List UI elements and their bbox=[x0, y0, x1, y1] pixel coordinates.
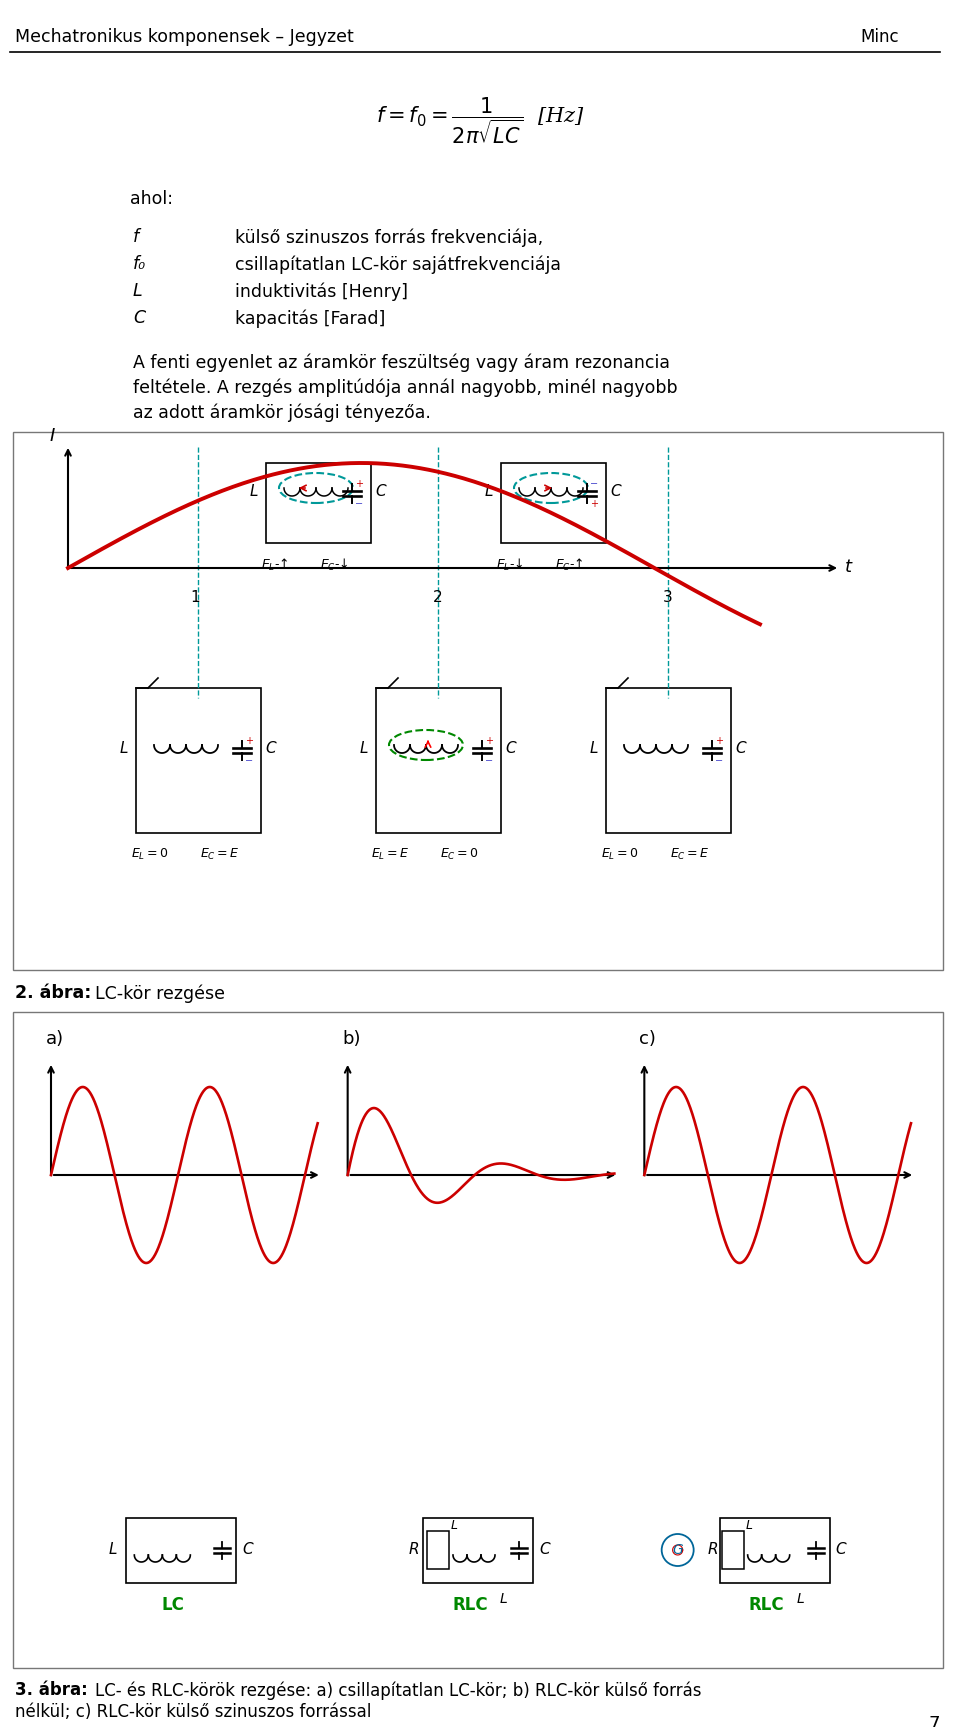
Text: L: L bbox=[120, 741, 129, 755]
Text: kapacitás [Farad]: kapacitás [Farad] bbox=[235, 309, 385, 328]
Text: Minc: Minc bbox=[860, 28, 899, 47]
Bar bbox=[427, 1532, 449, 1570]
Text: $E_L$-↓: $E_L$-↓ bbox=[496, 558, 523, 573]
Text: C: C bbox=[265, 741, 276, 755]
Text: R: R bbox=[708, 1542, 718, 1558]
Text: $E_C$-↓: $E_C$-↓ bbox=[320, 558, 348, 573]
Bar bbox=[376, 687, 501, 832]
Text: L: L bbox=[451, 1520, 458, 1532]
Text: L: L bbox=[250, 484, 258, 499]
Text: L: L bbox=[746, 1520, 753, 1532]
Bar bbox=[136, 687, 261, 832]
Text: $E_C=E$: $E_C=E$ bbox=[670, 846, 709, 862]
Text: −: − bbox=[245, 756, 253, 767]
Text: RLC: RLC bbox=[452, 1596, 488, 1615]
Text: −: − bbox=[355, 499, 363, 509]
Bar bbox=[127, 1518, 236, 1584]
Text: C: C bbox=[375, 484, 386, 499]
Text: R: R bbox=[409, 1542, 420, 1558]
Text: LC-kör rezgése: LC-kör rezgése bbox=[95, 984, 225, 1002]
Text: A fenti egyenlet az áramkör feszültség vagy áram rezonancia: A fenti egyenlet az áramkör feszültség v… bbox=[133, 352, 670, 371]
Text: induktivitás [Henry]: induktivitás [Henry] bbox=[235, 282, 408, 300]
Text: Mechatronikus komponensek – Jegyzet: Mechatronikus komponensek – Jegyzet bbox=[15, 28, 353, 47]
Text: 3. ábra:: 3. ábra: bbox=[15, 1680, 87, 1699]
Text: +: + bbox=[355, 478, 363, 489]
Bar bbox=[722, 1532, 744, 1570]
Text: I: I bbox=[50, 427, 56, 446]
Text: $E_L$-↑: $E_L$-↑ bbox=[261, 558, 289, 573]
Text: 3: 3 bbox=[663, 591, 673, 604]
Text: a): a) bbox=[46, 1029, 64, 1048]
Text: $E_C$-↑: $E_C$-↑ bbox=[555, 558, 584, 573]
Text: t: t bbox=[845, 558, 852, 577]
Text: +: + bbox=[590, 499, 598, 509]
Text: b): b) bbox=[343, 1029, 361, 1048]
Text: +: + bbox=[245, 736, 253, 746]
Text: C: C bbox=[539, 1542, 550, 1558]
Text: 7: 7 bbox=[928, 1715, 940, 1727]
Text: −: − bbox=[590, 478, 598, 489]
Text: C: C bbox=[835, 1542, 847, 1558]
Text: C: C bbox=[735, 741, 746, 755]
Text: L: L bbox=[108, 1542, 117, 1558]
Text: ahol:: ahol: bbox=[130, 190, 173, 207]
Text: L: L bbox=[590, 741, 598, 755]
Bar bbox=[13, 432, 943, 971]
Text: külső szinuszos forrás frekvenciája,: külső szinuszos forrás frekvenciája, bbox=[235, 228, 543, 247]
Text: L: L bbox=[485, 484, 493, 499]
Text: nélkül; c) RLC-kör külső szinuszos forrással: nélkül; c) RLC-kör külső szinuszos forrá… bbox=[15, 1703, 372, 1722]
Text: LC- és RLC-körök rezgése: a) csillapítatlan LC-kör; b) RLC-kör külső forrás: LC- és RLC-körök rezgése: a) csillapítat… bbox=[95, 1680, 702, 1699]
Text: −: − bbox=[715, 756, 723, 767]
Text: f: f bbox=[133, 228, 139, 245]
Text: C: C bbox=[133, 309, 145, 326]
Text: L: L bbox=[797, 1592, 804, 1606]
Bar bbox=[720, 1518, 829, 1584]
Text: $E_L=0$: $E_L=0$ bbox=[601, 846, 638, 862]
Text: +: + bbox=[715, 736, 723, 746]
Text: LC: LC bbox=[162, 1596, 184, 1615]
Text: $E_L=0$: $E_L=0$ bbox=[131, 846, 169, 862]
Text: csillapítatlan LC-kör sajátfrekvenciája: csillapítatlan LC-kör sajátfrekvenciája bbox=[235, 256, 561, 273]
Text: feltétele. A rezgés amplitúdója annál nagyobb, minél nagyobb: feltétele. A rezgés amplitúdója annál na… bbox=[133, 378, 678, 397]
Text: $f = f_0 = \dfrac{1}{2\pi\sqrt{LC}}$  [Hz]: $f = f_0 = \dfrac{1}{2\pi\sqrt{LC}}$ [Hz… bbox=[375, 95, 585, 145]
Text: G: G bbox=[672, 1542, 684, 1558]
Text: L: L bbox=[500, 1592, 508, 1606]
Text: RLC: RLC bbox=[749, 1596, 784, 1615]
Text: 1: 1 bbox=[190, 591, 200, 604]
Text: +: + bbox=[485, 736, 493, 746]
Text: L: L bbox=[360, 741, 369, 755]
Text: C: C bbox=[505, 741, 516, 755]
Text: 2: 2 bbox=[433, 591, 443, 604]
Bar bbox=[606, 687, 731, 832]
Text: c): c) bbox=[639, 1029, 657, 1048]
Bar bbox=[266, 463, 371, 542]
Text: az adott áramkör jósági tényezőa.: az adott áramkör jósági tényezőa. bbox=[133, 402, 431, 421]
Text: −: − bbox=[485, 756, 493, 767]
Text: 2. ábra:: 2. ábra: bbox=[15, 984, 91, 1002]
Text: C: C bbox=[610, 484, 620, 499]
Text: C: C bbox=[242, 1542, 252, 1558]
Text: L: L bbox=[133, 282, 143, 300]
Bar bbox=[13, 1012, 943, 1668]
Text: $E_C=0$: $E_C=0$ bbox=[440, 846, 479, 862]
Bar bbox=[501, 463, 606, 542]
Text: $E_C=E$: $E_C=E$ bbox=[200, 846, 240, 862]
Text: f₀: f₀ bbox=[133, 256, 146, 273]
Text: $E_L=E$: $E_L=E$ bbox=[371, 846, 409, 862]
Bar bbox=[423, 1518, 533, 1584]
